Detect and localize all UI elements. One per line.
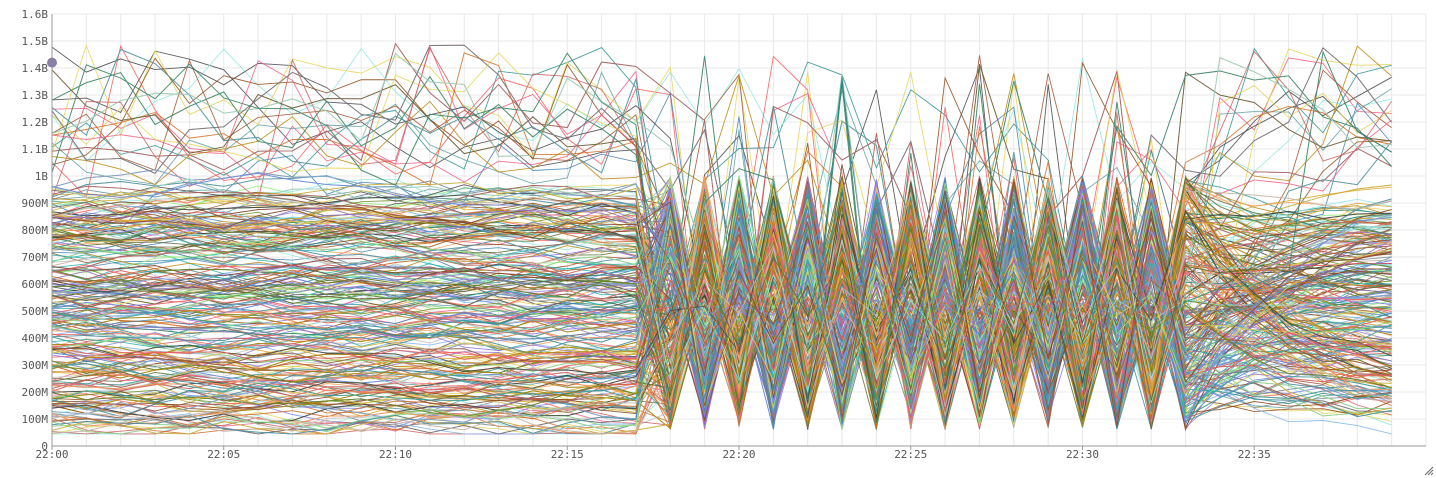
y-tick-label: 1.6B <box>22 8 49 21</box>
series-marker-dot <box>47 57 57 68</box>
series-line <box>51 179 1392 412</box>
series-line <box>51 182 1392 403</box>
series-line <box>51 181 1392 419</box>
y-tick-label: 1.2B <box>22 116 49 129</box>
series-line <box>51 191 1392 431</box>
y-tick-label: 300M <box>22 359 49 372</box>
resize-handle-icon[interactable] <box>1424 466 1434 476</box>
x-tick-label: 22:20 <box>722 448 755 461</box>
series-line <box>51 179 1392 405</box>
y-tick-label: 100M <box>22 413 49 426</box>
series-line <box>51 193 1392 410</box>
y-tick-label: 1.4B <box>22 62 49 75</box>
series-line <box>51 198 1392 423</box>
series-line <box>51 182 1392 410</box>
series-line <box>51 212 1392 425</box>
series-line <box>51 211 1392 423</box>
y-tick-label: 500M <box>22 305 49 318</box>
x-tick-label: 22:25 <box>894 448 927 461</box>
y-tick-label: 700M <box>22 251 49 264</box>
series-line <box>51 50 1392 421</box>
series-line <box>51 183 1392 425</box>
x-axis-ticks: 22:00 22:05 22:10 22:15 22:20 22:25 22:30 22:35 <box>35 446 1271 461</box>
series-line <box>51 47 1392 330</box>
series-line <box>51 201 1392 430</box>
x-tick-label: 22:05 <box>207 448 240 461</box>
series-line <box>51 181 1392 427</box>
y-tick-label: 600M <box>22 278 49 291</box>
x-tick-label: 22:10 <box>379 448 412 461</box>
y-tick-label: 200M <box>22 386 49 399</box>
y-tick-label: 400M <box>22 332 49 345</box>
y-tick-label: 1.3B <box>22 89 49 102</box>
x-tick-label: 22:35 <box>1238 448 1271 461</box>
x-tick-label: 22:15 <box>551 448 584 461</box>
x-tick-label: 22:00 <box>35 448 68 461</box>
y-axis-ticks: 0 100M 200M 300M 400M 500M 600M 700M 800M 900M 1B 1… <box>22 8 49 453</box>
series-line <box>51 55 1392 425</box>
y-tick-label: 900M <box>22 197 49 210</box>
series-line <box>51 182 1392 422</box>
y-tick-label: 1.1B <box>22 143 49 156</box>
series-line <box>51 169 1392 422</box>
y-tick-label: 1B <box>35 170 49 183</box>
series-lines <box>51 42 1392 435</box>
series-line <box>51 44 1392 371</box>
x-tick-label: 22:30 <box>1066 448 1099 461</box>
y-tick-label: 1.5B <box>22 35 49 48</box>
series-line <box>51 181 1392 417</box>
y-tick-label: 0 <box>41 440 48 453</box>
y-tick-label: 800M <box>22 224 49 237</box>
series-line <box>51 176 1392 430</box>
